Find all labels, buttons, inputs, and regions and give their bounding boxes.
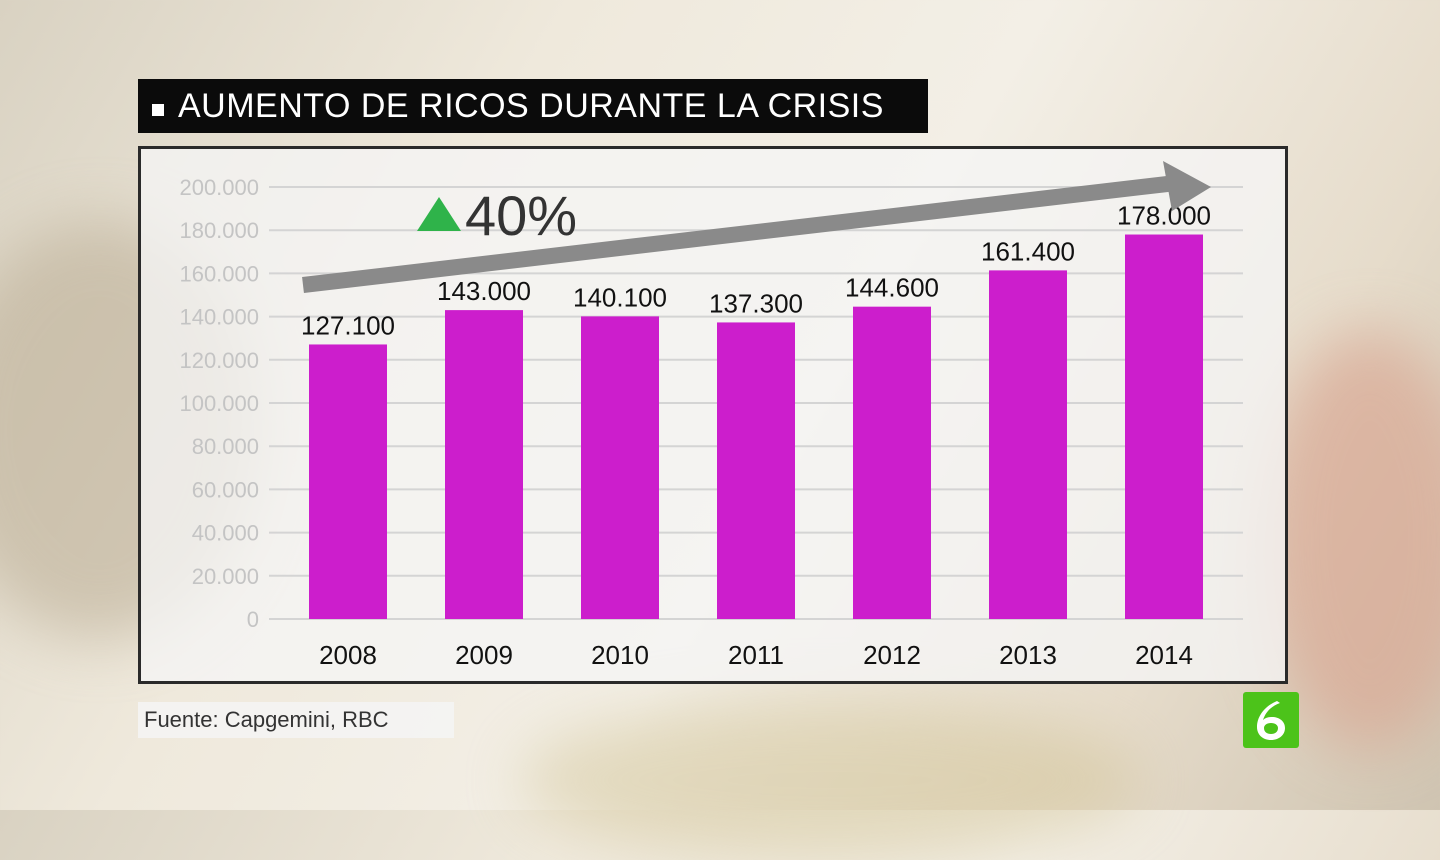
trend-arrow: [302, 175, 1177, 293]
x-tick-label: 2008: [319, 640, 377, 670]
y-tick-label: 100.000: [179, 391, 259, 416]
x-tick-label: 2011: [728, 640, 784, 670]
channel-logo-icon: [1243, 692, 1299, 748]
chart-panel: 0 20.000 40.000 60.000 80.000 100.000 120.000 1…: [138, 146, 1288, 684]
background-blur: [520, 700, 1140, 860]
x-tick-label: 2013: [999, 640, 1057, 670]
y-tick-label: 120.000: [179, 348, 259, 373]
bar-chart: 0 20.000 40.000 60.000 80.000 100.000 120.000 1…: [179, 161, 1243, 670]
growth-label: 40%: [465, 184, 577, 247]
data-label: 127.100: [301, 310, 395, 340]
bar: [989, 270, 1067, 619]
bar: [853, 306, 931, 619]
y-tick-label: 140.000: [179, 305, 259, 330]
data-label: 143.000: [437, 276, 531, 306]
y-tick-label: 40.000: [192, 521, 259, 546]
y-tick-label: 160.000: [179, 261, 259, 286]
bar: [1125, 234, 1203, 619]
y-tick-label: 20.000: [192, 564, 259, 589]
data-label: 140.100: [573, 282, 667, 312]
bar: [581, 316, 659, 619]
bar: [309, 344, 387, 619]
data-label: 161.400: [981, 236, 1075, 266]
x-tick-label: 2010: [591, 640, 649, 670]
x-tick-label: 2009: [455, 640, 513, 670]
data-label: 178.000: [1117, 201, 1211, 231]
y-tick-label: 0: [247, 607, 259, 632]
source-box: Fuente: Capgemini, RBC: [138, 702, 454, 738]
chart-title: AUMENTO DE RICOS DURANTE LA CRISIS: [178, 86, 884, 125]
trend-arrow-head: [1163, 161, 1211, 211]
x-tick-label: 2014: [1135, 640, 1193, 670]
x-tick-label: 2012: [863, 640, 921, 670]
y-tick-label: 60.000: [192, 477, 259, 502]
source-label: Fuente: Capgemini, RBC: [144, 707, 389, 732]
bar: [445, 310, 523, 619]
background-blur: [1260, 330, 1440, 750]
y-tick-label: 200.000: [179, 175, 259, 200]
chart-title-bar: AUMENTO DE RICOS DURANTE LA CRISIS: [138, 79, 928, 133]
data-label: 137.300: [709, 288, 803, 318]
up-triangle-icon: [417, 197, 461, 231]
y-tick-label: 180.000: [179, 218, 259, 243]
bullet-square-icon: [152, 104, 164, 116]
y-tick-label: 80.000: [192, 434, 259, 459]
bar: [717, 322, 795, 619]
data-label: 144.600: [845, 273, 939, 303]
